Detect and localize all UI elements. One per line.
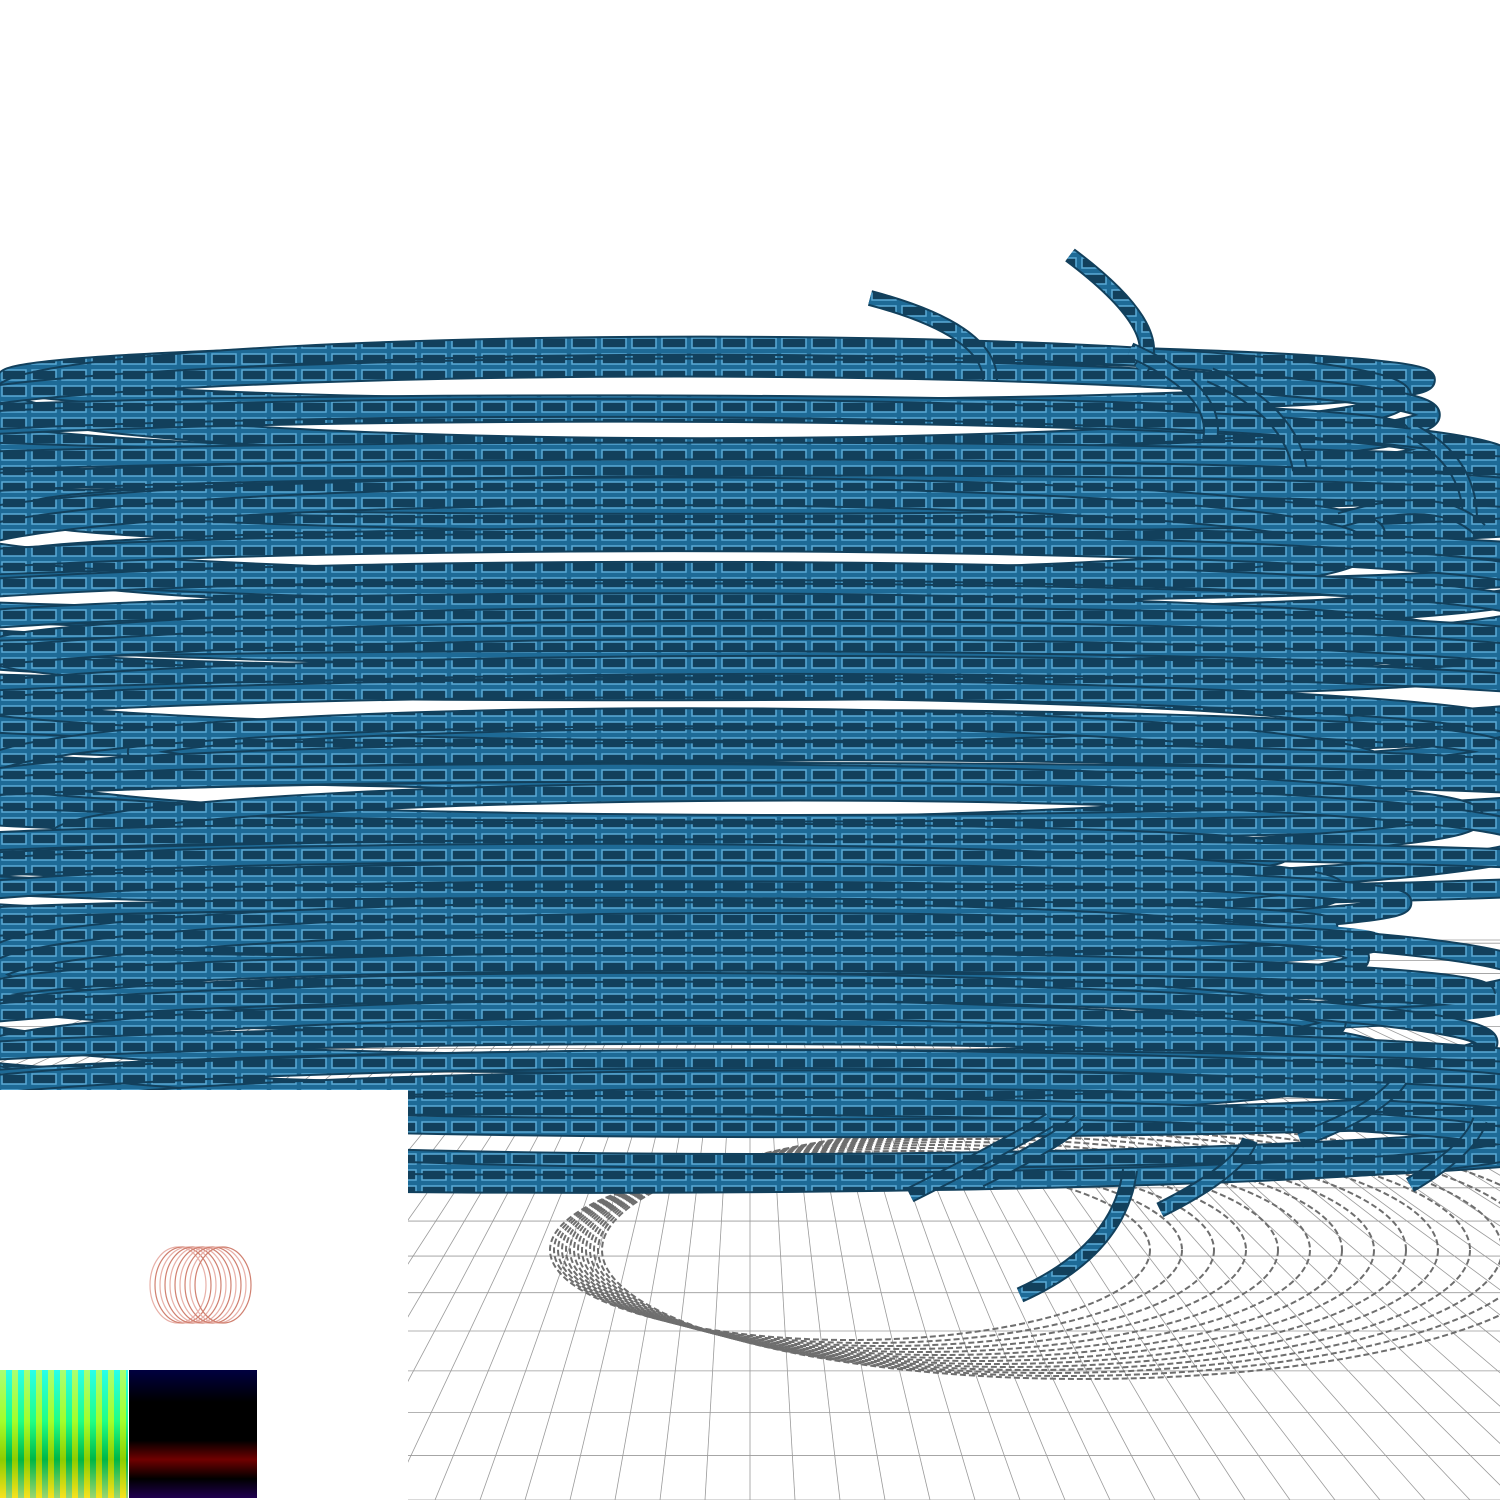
grid-line xyxy=(1193,939,1500,1081)
coil-end xyxy=(977,1115,1085,1186)
coil-end xyxy=(907,1114,1054,1201)
coil-end xyxy=(1297,1076,1405,1146)
coil-end xyxy=(1338,501,1485,535)
thumb-ring xyxy=(194,1246,252,1324)
coil-end xyxy=(1157,1137,1256,1216)
coil-end xyxy=(1017,1169,1136,1301)
coil-end xyxy=(1407,424,1476,521)
shadow-ring xyxy=(577,1138,1375,1362)
shadow-ring xyxy=(593,1126,1500,1374)
shadow-ring xyxy=(573,1141,1343,1359)
coil-ring xyxy=(0,621,1500,746)
shadow-ring xyxy=(585,1132,1439,1368)
grid-line xyxy=(1181,939,1500,1091)
normal-buffer xyxy=(0,1370,128,1498)
coil-end xyxy=(1406,1117,1486,1191)
coil-end xyxy=(1207,369,1306,472)
shadow-ring xyxy=(589,1129,1471,1371)
coil-ring xyxy=(0,1096,1500,1192)
shadow-ring xyxy=(569,1144,1311,1356)
shadow-ring xyxy=(565,1147,1279,1353)
coil-end xyxy=(868,292,996,381)
coil-ring xyxy=(0,864,1411,941)
coil-ring xyxy=(0,399,1500,524)
coil-mesh[interactable] xyxy=(0,248,1500,1303)
grid-line xyxy=(1205,939,1500,1072)
coil-ring xyxy=(0,982,1497,1103)
depth-buffer xyxy=(129,1370,257,1498)
grid-line xyxy=(1169,939,1500,1101)
coil-ring xyxy=(0,1050,1500,1171)
coil-thumbnail xyxy=(149,1246,252,1324)
shadow-ring xyxy=(581,1135,1407,1365)
coil-end xyxy=(1127,344,1217,442)
shadow-ring xyxy=(561,1150,1247,1350)
